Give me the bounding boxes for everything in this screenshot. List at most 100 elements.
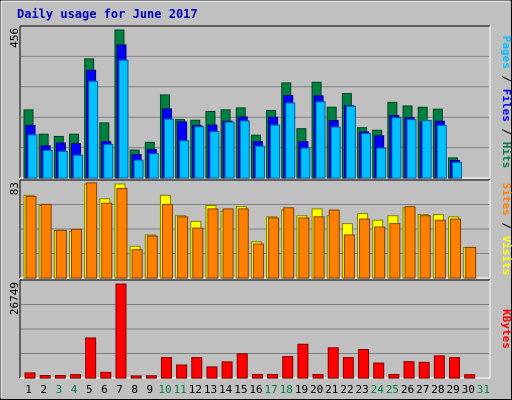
bar-sites xyxy=(222,208,234,279)
bar-pages xyxy=(270,124,281,179)
bar-pages xyxy=(254,145,265,179)
bar-sites xyxy=(268,217,280,279)
bar-pages xyxy=(452,161,463,179)
bar-sites xyxy=(86,182,98,279)
legend-item-hits: Hits xyxy=(500,142,512,169)
bar-pages xyxy=(406,119,417,179)
bar-pages xyxy=(194,126,205,179)
bar-sites xyxy=(328,209,340,279)
x-tick-label: 13 xyxy=(204,383,217,396)
legend-visits-sites: Sites / Visits xyxy=(500,183,512,276)
bar-sites xyxy=(116,188,128,279)
bar-sites xyxy=(450,218,462,279)
bar-kbytes xyxy=(449,357,461,379)
bar-kbytes xyxy=(85,337,97,379)
x-tick-label: 28 xyxy=(431,383,444,396)
x-tick-label: 9 xyxy=(147,383,154,396)
x-tick-label: 5 xyxy=(86,383,93,396)
bar-pages xyxy=(224,121,235,179)
x-tick-label: 3 xyxy=(56,383,63,396)
bar-kbytes xyxy=(100,371,112,379)
x-tick-label: 6 xyxy=(101,383,108,396)
x-tick-label: 21 xyxy=(325,383,338,396)
x-tick-label: 8 xyxy=(131,383,138,396)
legend-item-sites: Sites xyxy=(500,183,512,216)
x-tick-label: 17 xyxy=(265,383,278,396)
bar-sites xyxy=(298,217,310,279)
legend-item-kbytes: KBytes xyxy=(500,309,512,349)
bar-sites xyxy=(70,228,82,279)
bar-sites xyxy=(434,219,446,279)
bar-kbytes xyxy=(221,361,233,379)
x-tick-label: 4 xyxy=(71,383,78,396)
bar-sites xyxy=(283,207,295,279)
bar-pages xyxy=(345,105,356,179)
bar-kbytes xyxy=(418,361,430,379)
bar-pages xyxy=(315,101,326,179)
bar-kbytes xyxy=(206,366,218,379)
bar-kbytes xyxy=(145,375,157,379)
bar-kbytes xyxy=(297,343,309,379)
bar-sites xyxy=(404,206,416,279)
bar-sites xyxy=(25,195,37,279)
x-tick-label: 2 xyxy=(40,383,47,396)
x-tick-label: 14 xyxy=(219,383,233,396)
bar-sites xyxy=(161,203,173,279)
bar-pages xyxy=(72,154,83,179)
y-max-label: 83 xyxy=(8,182,21,195)
bar-sites xyxy=(101,202,113,279)
bar-kbytes xyxy=(464,374,476,379)
x-tick-label: 30 xyxy=(462,383,475,396)
bar-pages xyxy=(209,131,220,179)
bar-kbytes xyxy=(403,361,415,379)
bar-pages xyxy=(118,59,129,179)
bar-sites xyxy=(237,208,249,279)
x-tick-label: 11 xyxy=(174,383,187,396)
y-max-label: 456 xyxy=(8,28,21,48)
bar-kbytes xyxy=(69,374,81,379)
bar-kbytes xyxy=(191,357,203,379)
x-tick-label: 16 xyxy=(249,383,262,396)
x-tick-label: 29 xyxy=(446,383,459,396)
x-tick-label: 7 xyxy=(116,383,123,396)
bar-kbytes xyxy=(327,347,339,379)
x-tick-label: 15 xyxy=(234,383,247,396)
bar-pages xyxy=(391,117,402,179)
x-tick-label: 25 xyxy=(386,383,399,396)
bar-sites xyxy=(40,203,52,279)
bar-kbytes xyxy=(39,375,51,379)
bar-pages xyxy=(163,118,174,179)
legend-item-files: Files xyxy=(500,89,512,122)
legend-separator: / xyxy=(500,216,512,236)
bar-pages xyxy=(27,134,38,179)
bar-kbytes xyxy=(115,283,127,379)
legend-separator: / xyxy=(500,69,512,89)
x-tick-label: 20 xyxy=(310,383,323,396)
bar-sites xyxy=(252,243,264,279)
x-tick-label: 19 xyxy=(295,383,308,396)
legend-kbytes: KBytes xyxy=(500,309,512,349)
bar-kbytes xyxy=(358,349,370,379)
bar-pages xyxy=(376,147,387,179)
bar-kbytes xyxy=(373,362,385,379)
legend-item-pages: Pages xyxy=(500,36,512,69)
legend-separator: / xyxy=(500,122,512,142)
legend-hits-files-pages: Pages / Files / Hits xyxy=(500,36,512,169)
x-tick-label: 27 xyxy=(416,383,429,396)
bar-sites xyxy=(55,229,67,279)
y-max-label: 26749 xyxy=(8,282,21,315)
bar-sites xyxy=(374,226,386,279)
bar-sites xyxy=(146,235,158,279)
bar-pages xyxy=(436,124,447,179)
bar-sites xyxy=(207,208,219,279)
x-tick-label: 31 xyxy=(477,383,490,396)
legend-item-visits: Visits xyxy=(500,236,512,276)
bar-pages xyxy=(300,147,311,179)
bar-sites xyxy=(359,218,371,279)
x-tick-label: 10 xyxy=(158,383,171,396)
x-tick-label: 23 xyxy=(356,383,369,396)
bar-sites xyxy=(419,215,431,279)
bar-sites xyxy=(389,223,401,279)
